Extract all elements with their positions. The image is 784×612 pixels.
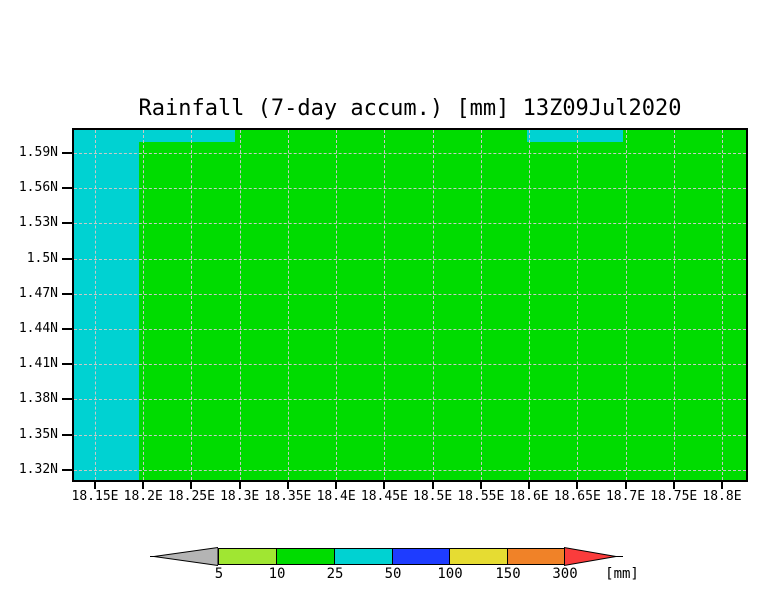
colorbar-left-arrow [150,547,218,566]
colorbar-value-label: 5 [214,566,224,582]
colorbar-value-label: 50 [384,566,402,582]
y-axis-label: 1.53N [18,215,58,231]
rainfall-band-25-50mm [139,130,235,142]
y-axis-label: 1.59N [18,145,58,160]
vertical-gridline [143,130,145,480]
y-axis-label: 1.35N [18,426,58,442]
rainfall-band-25-50mm [74,130,139,480]
x-axis-label: 18.4E [316,489,356,504]
vertical-gridline [721,130,723,480]
x-axis-tick [335,482,338,489]
vertical-gridline [577,130,579,480]
y-axis-label: 1.32N [18,461,58,477]
x-axis-tick [238,482,241,489]
y-axis-tick [62,398,72,401]
horizontal-gridline [74,329,746,330]
x-axis-label: 18.2E [123,489,163,504]
horizontal-gridline [74,399,746,401]
vertical-gridline [239,130,241,480]
x-axis-label: 18.25E [167,489,215,504]
horizontal-gridline [74,469,746,471]
colorbar-segment [449,548,508,565]
x-axis-label: 18.5E [413,489,453,504]
colorbar-segment [334,548,393,565]
colorbar-segment [507,548,565,565]
colorbar-segment [392,548,450,565]
horizontal-gridline [74,364,746,366]
y-axis-tick [62,257,72,260]
vertical-gridline [287,130,289,480]
y-axis-tick [62,433,72,436]
x-axis-tick [624,482,627,489]
y-axis-tick [62,292,72,295]
x-axis-label: 18.6E [509,489,549,504]
horizontal-gridline [74,153,746,154]
colorbar-unit-label: [mm] [605,566,639,582]
x-axis-tick [672,482,675,489]
x-axis-tick [286,482,289,489]
colorbar-right-arrow [564,547,623,566]
colorbar-value-label: 150 [495,566,521,582]
x-axis-tick [576,482,579,489]
y-axis-label: 1.5N [26,250,58,266]
y-axis-label: 1.44N [18,321,58,336]
colorbar-segment [276,548,335,565]
x-axis-tick [720,482,723,489]
x-axis-label: 18.65E [553,489,601,504]
rainfall-band-25-50mm [527,130,623,142]
horizontal-gridline [74,434,746,436]
x-axis-label: 18.45E [360,489,408,504]
x-axis-tick [142,482,145,489]
plot-area [72,128,748,482]
y-axis-label: 1.41N [18,356,58,372]
colorbar-value-label: 100 [437,566,463,582]
vertical-gridline [336,130,338,480]
x-axis-label: 18.8E [702,489,742,504]
vertical-gridline [625,130,627,480]
chart-title: Rainfall (7-day accum.) [mm] 13Z09Jul202… [138,96,682,121]
y-axis-tick [62,152,72,154]
colorbar-value-label: 10 [268,566,286,582]
x-axis-label: 18.75E [650,489,698,504]
y-axis-tick [62,328,72,330]
vertical-gridline [191,130,193,480]
vertical-gridline [384,130,386,480]
vertical-gridline [529,130,531,480]
vertical-gridline [480,130,482,480]
x-axis-tick [383,482,386,489]
y-axis-label: 1.56N [18,180,58,196]
x-axis-tick [528,482,531,489]
colorbar-value-label: 300 [552,566,578,582]
horizontal-gridline [74,258,746,260]
y-axis-tick [62,222,72,225]
colorbar-value-label: 25 [326,566,344,582]
y-axis-tick [62,363,72,366]
vertical-gridline [95,130,96,480]
x-axis-tick [431,482,434,489]
y-axis-tick [62,468,72,471]
y-axis-label: 1.38N [18,391,58,407]
horizontal-gridline [74,188,746,190]
x-axis-label: 18.55E [457,489,505,504]
x-axis-tick [190,482,193,489]
y-axis-label: 1.47N [18,285,58,301]
horizontal-gridline [74,293,746,295]
x-axis-tick [94,482,96,489]
colorbar-segment [218,548,277,565]
horizontal-gridline [74,223,746,225]
vertical-gridline [432,130,434,480]
x-axis-tick [479,482,482,489]
x-axis-label: 18.15E [71,489,119,504]
x-axis-label: 18.35E [264,489,312,504]
vertical-gridline [673,130,675,480]
x-axis-label: 18.7E [605,489,646,504]
y-axis-tick [62,187,72,190]
x-axis-label: 18.3E [220,489,260,504]
